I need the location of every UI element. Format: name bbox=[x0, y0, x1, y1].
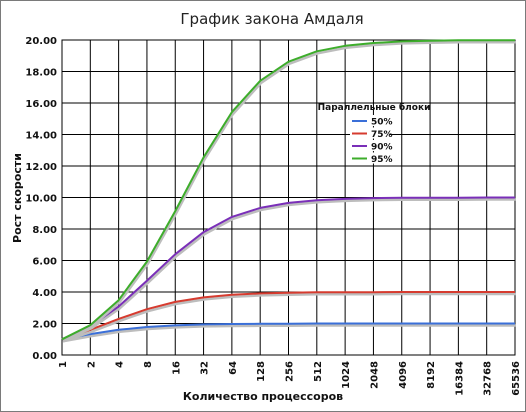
y-tick-label: 18.00 bbox=[25, 68, 57, 79]
x-tick-label: 4 bbox=[115, 361, 126, 368]
series-shadow bbox=[62, 198, 516, 343]
series-shadow bbox=[62, 324, 516, 343]
series-line-95pct bbox=[61, 39, 515, 341]
y-tick-label: 2.00 bbox=[32, 320, 57, 331]
x-tick-label: 1024 bbox=[341, 361, 352, 389]
legend-item-label: 50% bbox=[371, 118, 393, 128]
series-line-90pct bbox=[61, 196, 515, 341]
x-tick-label: 16384 bbox=[454, 361, 465, 396]
legend-item-bg bbox=[350, 115, 390, 126]
series-shadow bbox=[62, 40, 516, 343]
grid bbox=[61, 39, 516, 356]
x-tick-label: 256 bbox=[285, 361, 296, 382]
legend-item-label: 90% bbox=[371, 143, 393, 153]
x-tick-label: 1 bbox=[58, 361, 69, 368]
legend-item-bg bbox=[350, 152, 390, 164]
series-line-75pct bbox=[61, 291, 515, 341]
y-tick-label: 12.00 bbox=[25, 162, 57, 173]
x-tick-labels: 1 2 4 8 16 32 64 128 256 512 1024 2048 4096 8192 16384… bbox=[58, 361, 522, 396]
x-tick-label: 2 bbox=[86, 361, 97, 368]
y-tick-label: 10.00 bbox=[25, 194, 57, 205]
legend-item-label: 75% bbox=[371, 130, 393, 140]
x-tick-label: 16 bbox=[171, 361, 182, 375]
series-line-50pct bbox=[61, 322, 515, 341]
legend-title: Параллельные блоки bbox=[318, 102, 431, 113]
y-tick-label: 14.00 bbox=[25, 131, 57, 142]
x-axis-label: Количество процессоров bbox=[183, 390, 343, 403]
y-tick-label: 20.00 bbox=[25, 36, 57, 47]
y-tick-label: 16.00 bbox=[25, 99, 57, 110]
legend: Параллельные блоки 50% 75% 90% 95% bbox=[318, 102, 431, 165]
x-tick-label: 4096 bbox=[398, 361, 409, 389]
x-tick-label: 2048 bbox=[369, 361, 380, 389]
x-tick-label: 8 bbox=[143, 361, 154, 368]
x-tick-label: 32768 bbox=[483, 361, 494, 396]
x-tick-label: 65536 bbox=[511, 361, 522, 396]
x-tick-label: 8192 bbox=[426, 361, 437, 389]
y-tick-labels: 0.00 2.00 4.00 6.00 8.00 10.00 12.00 14.00 16.00… bbox=[25, 36, 57, 362]
y-tick-label: 8.00 bbox=[32, 225, 57, 236]
y-tick-label: 6.00 bbox=[32, 257, 57, 268]
legend-item-bg bbox=[350, 127, 390, 139]
chart-title: График закона Амдаля bbox=[180, 10, 363, 28]
y-axis-label: Рост скорости bbox=[11, 153, 24, 243]
legend-item-bg bbox=[350, 140, 390, 151]
series-lines bbox=[61, 39, 516, 343]
x-tick-label: 64 bbox=[228, 361, 239, 375]
x-tick-label: 512 bbox=[313, 361, 324, 382]
x-tick-label: 128 bbox=[256, 361, 267, 382]
y-tick-label: 4.00 bbox=[32, 288, 57, 299]
legend-item-label: 95% bbox=[371, 155, 393, 165]
y-tick-label: 0.00 bbox=[32, 351, 57, 362]
x-tick-label: 32 bbox=[200, 361, 211, 375]
series-shadow bbox=[62, 292, 516, 343]
